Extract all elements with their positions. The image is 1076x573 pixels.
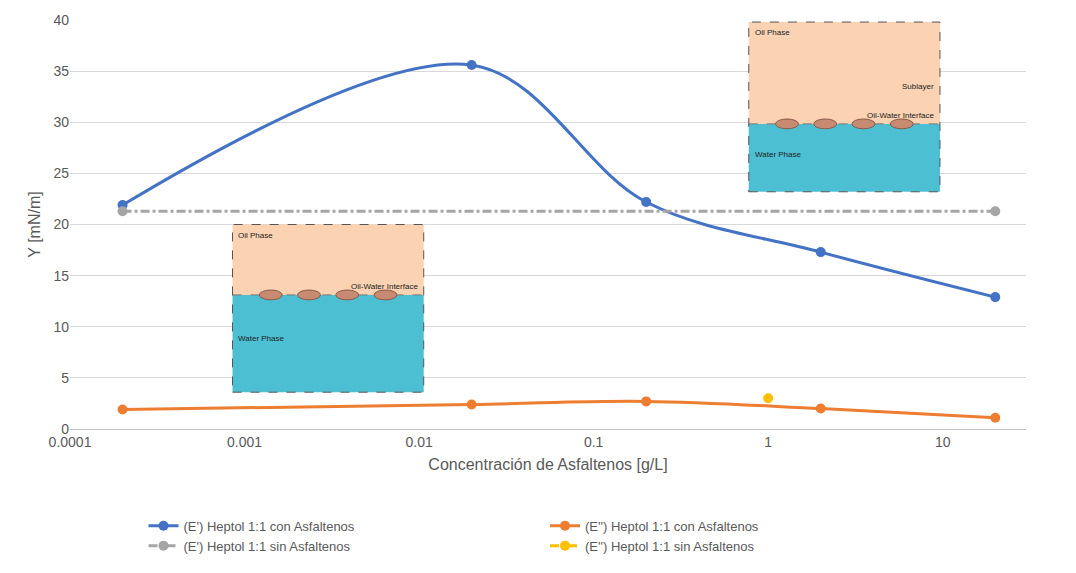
svg-text:0.1: 0.1 (584, 434, 604, 450)
svg-text:15: 15 (53, 268, 69, 284)
svg-text:0.0001: 0.0001 (49, 434, 92, 450)
svg-text:Y [mN/m]: Y [mN/m] (26, 191, 43, 257)
svg-text:(E'') Heptol 1:1 sin Asfalteno: (E'') Heptol 1:1 sin Asfaltenos (585, 539, 754, 554)
svg-text:Concentración de Asfaltenos [g: Concentración de Asfaltenos [g/L] (428, 456, 667, 473)
svg-text:0.001: 0.001 (227, 434, 262, 450)
svg-text:Oil-Water Interface: Oil-Water Interface (351, 282, 418, 291)
svg-text:Oil-Water Interface: Oil-Water Interface (867, 111, 934, 120)
svg-text:10: 10 (935, 434, 951, 450)
svg-text:Oil Phase: Oil Phase (238, 231, 273, 240)
svg-text:40: 40 (53, 12, 69, 28)
svg-text:(E') Heptol 1:1 sin Asfaltenos: (E') Heptol 1:1 sin Asfaltenos (184, 539, 351, 554)
svg-text:20: 20 (53, 216, 69, 232)
svg-text:35: 35 (53, 63, 69, 79)
svg-text:5: 5 (61, 370, 69, 386)
svg-text:0.01: 0.01 (405, 434, 432, 450)
svg-text:Water Phase: Water Phase (755, 150, 801, 159)
svg-text:25: 25 (53, 165, 69, 181)
svg-text:0: 0 (61, 421, 69, 437)
svg-text:30: 30 (53, 114, 69, 130)
svg-text:(E') Heptol 1:1 con Asfaltenos: (E') Heptol 1:1 con Asfaltenos (184, 519, 355, 534)
svg-text:Water Phase: Water Phase (238, 334, 284, 343)
svg-text:(E'') Heptol 1:1 con Asfalteno: (E'') Heptol 1:1 con Asfaltenos (585, 519, 759, 534)
svg-text:Sublayer: Sublayer (902, 82, 934, 91)
svg-text:Oil Phase: Oil Phase (755, 28, 790, 37)
svg-text:1: 1 (764, 434, 772, 450)
svg-text:10: 10 (53, 319, 69, 335)
